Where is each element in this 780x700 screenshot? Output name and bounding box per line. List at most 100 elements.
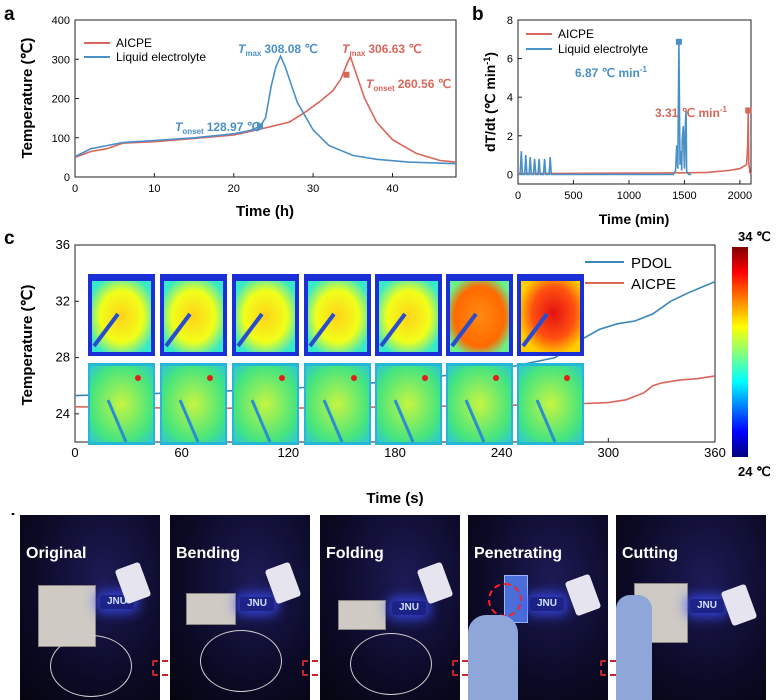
led-sign: JNU: [392, 601, 426, 615]
annotation-tonset-aicpe: Tonset 260.56 ℃: [366, 77, 451, 93]
y-tick-label: 2: [507, 131, 513, 143]
thermal-hot-dot: [564, 375, 570, 381]
thermal-probe: [521, 312, 549, 348]
led-sign: JNU: [690, 599, 724, 613]
data-marker: [745, 107, 752, 114]
led-sign: JNU: [530, 597, 564, 611]
panel-c: c 0 60 120 180 240 300 360 24 28 32 36 Time (s) Te…: [4, 228, 771, 507]
thermal-probe: [178, 399, 200, 443]
x-tick-label: 240: [491, 445, 513, 460]
panel-label-b: b: [472, 4, 484, 25]
gloved-hand: [616, 595, 652, 700]
thermal-probe: [393, 399, 415, 443]
thermal-probe: [322, 399, 344, 443]
photo-penetrating: Penetrating JNU: [468, 515, 608, 700]
y-tick-label: 28: [56, 350, 70, 365]
annotation-tonset-liquid: Tonset 128.97 ℃: [175, 120, 260, 136]
y-tick-label: 32: [56, 293, 70, 308]
legend-a: AICPE Liquid electrolyte: [84, 36, 206, 64]
colorbar-max-label: 34 ℃: [738, 229, 771, 244]
annotation-tmax-liquid: Tmax 308.08 ℃: [238, 42, 318, 58]
photo-label-bending: Bending: [176, 545, 240, 562]
colorbar-min-label: 24 ℃: [738, 464, 771, 479]
thermal-hotspot: [379, 281, 438, 352]
data-marker: [675, 38, 682, 45]
thermal-probe: [450, 312, 478, 348]
thermal-probe: [92, 312, 120, 348]
x-tick-label: 0: [515, 190, 521, 202]
photo-label-penetrating: Penetrating: [474, 545, 563, 562]
thermal-images-pdol: [88, 274, 584, 356]
photo-label-original: Original: [26, 545, 87, 562]
thermal-hot-dot: [351, 375, 357, 381]
series-lines-b: [518, 38, 752, 176]
y-axis-label-b: dT/dt (℃ min-1): [482, 52, 498, 152]
x-tick-label: 180: [384, 445, 406, 460]
y-tick-label: 400: [52, 15, 70, 27]
y-tick-label: 300: [52, 54, 70, 66]
thermal-hotspot: [92, 281, 151, 352]
data-marker: [256, 123, 263, 130]
panel-b: b 0 500 1000 1500 2000 0 2 4 6 8 Time (min) dT/dt…: [472, 4, 752, 227]
thermal-hotspot: [308, 281, 367, 352]
x-tick-label: 20: [228, 183, 240, 195]
thermal-hot-dot: [279, 375, 285, 381]
x-tick-label: 2000: [728, 190, 752, 202]
photo-folding: Folding JNU: [320, 515, 460, 700]
y-tick-label: 200: [52, 94, 70, 106]
y-tick-label: 6: [507, 54, 513, 66]
y-tick-label: 4: [507, 92, 513, 104]
x-tick-label: 300: [597, 445, 619, 460]
thermal-hot-dot: [207, 375, 213, 381]
axis-ticks-c: 0 60 120 180 240 300 360 24 28 32 36: [56, 237, 726, 460]
thermal-hotspot: [164, 281, 223, 352]
thermal-probe: [236, 312, 264, 348]
y-axis-label-a: Temperature (℃): [19, 38, 36, 159]
legend-b: AICPE Liquid electrolyte: [526, 27, 648, 56]
annotation-rate-liquid: 6.87 ℃ min-1: [575, 65, 648, 80]
data-marker: [343, 71, 350, 78]
annotation-tmax-aicpe: Tmax 306.63 ℃: [342, 42, 422, 58]
thermal-probe: [535, 399, 557, 443]
x-tick-label: 1500: [672, 190, 696, 202]
x-tick-label: 10: [148, 183, 160, 195]
y-tick-label: 100: [52, 133, 70, 145]
legend-label-pdol: PDOL: [631, 255, 672, 272]
led-sign: JNU: [240, 597, 274, 611]
legend-label-aicpe-c: AICPE: [631, 276, 676, 293]
thermal-hotspot: [236, 281, 295, 352]
thermal-probe: [106, 399, 128, 443]
thermal-probe: [308, 312, 336, 348]
thermal-probe: [164, 312, 192, 348]
thermal-probe: [250, 399, 272, 443]
plot-area-b: [517, 19, 752, 185]
x-tick-label: 30: [307, 183, 319, 195]
x-tick-label: 360: [704, 445, 726, 460]
pouch-cell: [186, 593, 236, 625]
thermal-probe: [464, 399, 486, 443]
wire: [50, 635, 132, 697]
x-tick-label: 0: [71, 445, 78, 460]
y-tick-label: 0: [507, 169, 513, 181]
led-holder: [720, 583, 758, 627]
legend-label-aicpe-b: AICPE: [558, 27, 594, 41]
photo-bending: Bending JNU: [170, 515, 310, 700]
series-line-liquid-electrolyte: [74, 54, 457, 165]
thermal-hot-dot: [135, 375, 141, 381]
thermal-hotspot: [450, 281, 509, 352]
thermal-hot-dot: [493, 375, 499, 381]
thermal-hotspot: [521, 281, 580, 352]
panel-label-d: d: [4, 511, 16, 515]
photo-label-folding: Folding: [326, 545, 384, 562]
legend-label-liquid-b: Liquid electrolyte: [558, 42, 648, 56]
y-axis-label-c: Temperature (℃): [19, 285, 36, 406]
thermal-hot-dot: [422, 375, 428, 381]
x-tick-label: 120: [277, 445, 299, 460]
colorbar-gradient: [732, 247, 748, 457]
x-tick-label: 0: [72, 183, 78, 195]
x-tick-label: 40: [386, 183, 398, 195]
y-tick-label: 24: [56, 406, 70, 421]
thermal-probe: [379, 312, 407, 348]
